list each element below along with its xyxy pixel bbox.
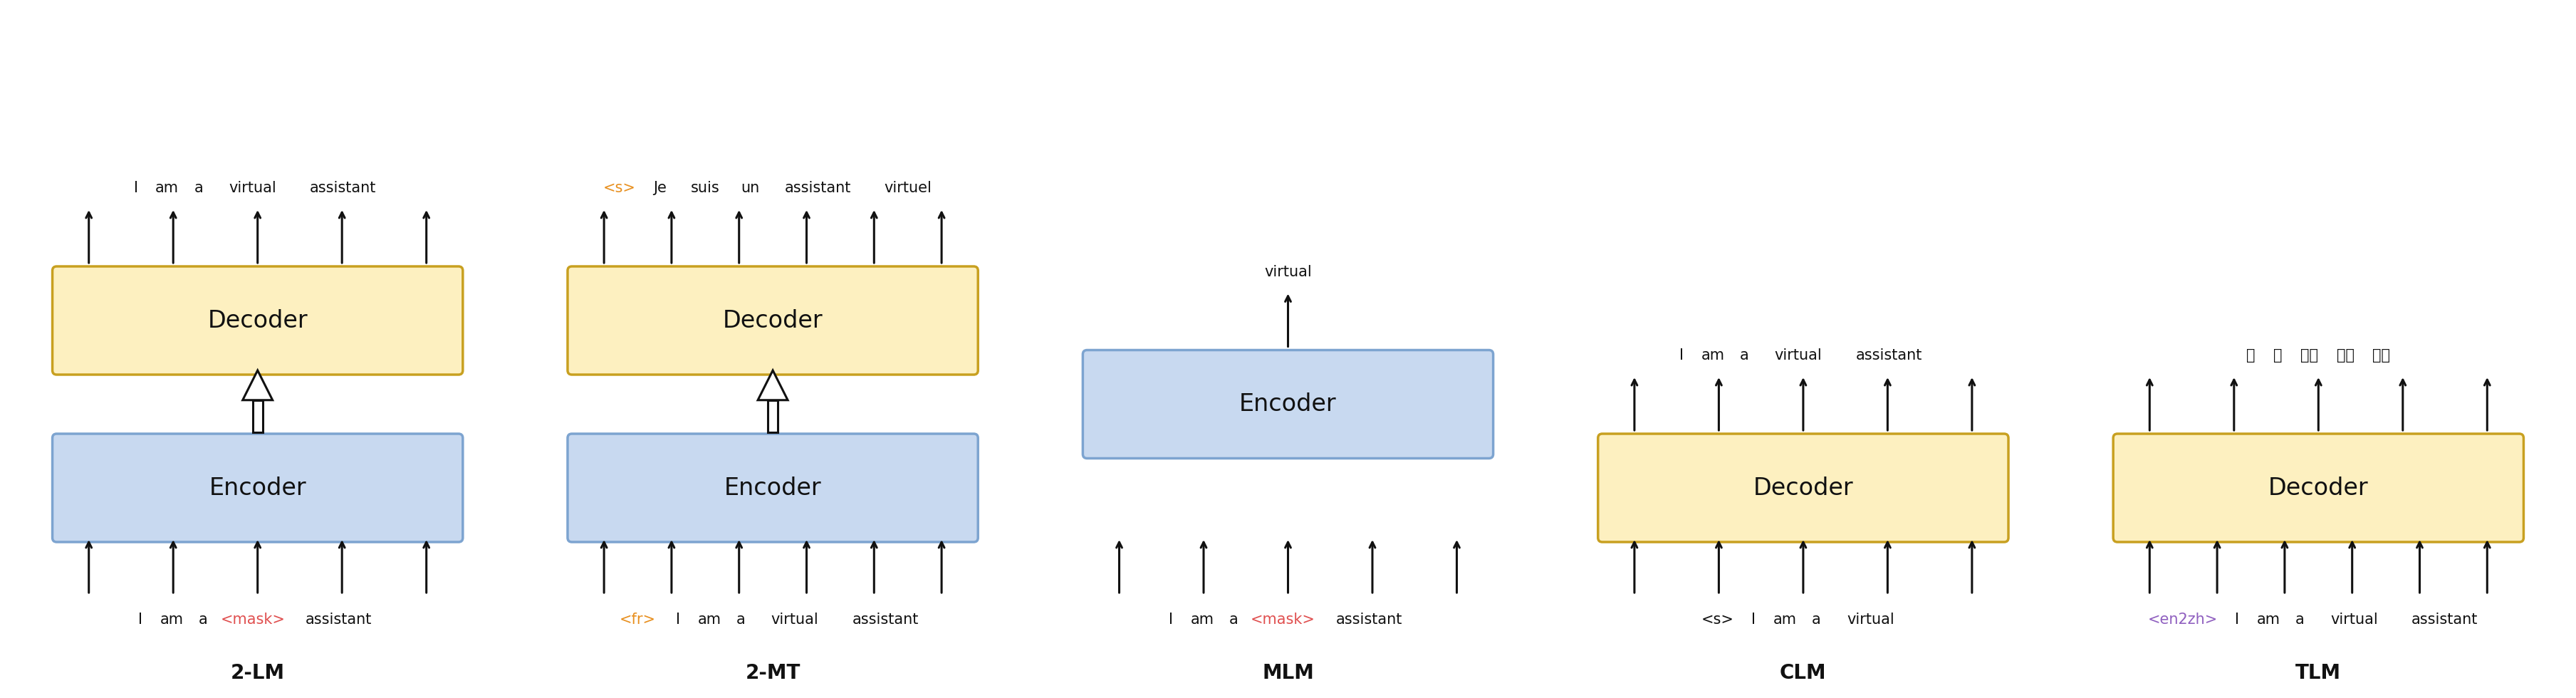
Text: TLM: TLM bbox=[2295, 663, 2342, 683]
FancyBboxPatch shape bbox=[1082, 350, 1494, 459]
Text: Decoder: Decoder bbox=[724, 309, 822, 332]
Polygon shape bbox=[757, 371, 788, 400]
Text: 是: 是 bbox=[2275, 348, 2282, 362]
Text: a: a bbox=[2295, 613, 2306, 627]
Text: I: I bbox=[675, 613, 680, 627]
Text: a: a bbox=[1739, 348, 1749, 362]
Text: I: I bbox=[1170, 613, 1172, 627]
Text: a: a bbox=[1229, 613, 1239, 627]
Text: <en2zh>: <en2zh> bbox=[2148, 613, 2218, 627]
Text: virtual: virtual bbox=[229, 181, 276, 195]
Text: Decoder: Decoder bbox=[209, 309, 307, 332]
Text: assistant: assistant bbox=[309, 181, 376, 195]
Text: am: am bbox=[1190, 613, 1213, 627]
FancyBboxPatch shape bbox=[567, 433, 979, 542]
Text: I: I bbox=[2236, 613, 2239, 627]
Text: a: a bbox=[737, 613, 744, 627]
Text: assistant: assistant bbox=[853, 613, 920, 627]
Text: assistant: assistant bbox=[786, 181, 850, 195]
FancyBboxPatch shape bbox=[567, 267, 979, 375]
Text: assistant: assistant bbox=[1855, 348, 1922, 362]
Text: a: a bbox=[1811, 613, 1821, 627]
Text: Encoder: Encoder bbox=[209, 476, 307, 500]
Text: Je: Je bbox=[654, 181, 667, 195]
Text: 助手: 助手 bbox=[2372, 348, 2391, 362]
Text: I: I bbox=[134, 181, 139, 195]
Text: MLM: MLM bbox=[1262, 663, 1314, 683]
Text: am: am bbox=[155, 181, 178, 195]
Text: Decoder: Decoder bbox=[1754, 476, 1852, 500]
Text: am: am bbox=[160, 613, 183, 627]
Text: am: am bbox=[1700, 348, 1723, 362]
Text: assistant: assistant bbox=[307, 613, 371, 627]
Text: 我: 我 bbox=[2246, 348, 2257, 362]
FancyBboxPatch shape bbox=[768, 400, 778, 432]
Text: Decoder: Decoder bbox=[2269, 476, 2367, 500]
FancyBboxPatch shape bbox=[52, 267, 464, 375]
Text: virtual: virtual bbox=[2331, 613, 2378, 627]
Text: un: un bbox=[739, 181, 760, 195]
Text: virtual: virtual bbox=[1847, 613, 1893, 627]
Text: <s>: <s> bbox=[603, 181, 636, 195]
Text: I: I bbox=[139, 613, 142, 627]
Text: assistant: assistant bbox=[1337, 613, 1401, 627]
Text: 虚拟: 虚拟 bbox=[2336, 348, 2354, 362]
Text: assistant: assistant bbox=[2411, 613, 2478, 627]
Text: I: I bbox=[1680, 348, 1685, 362]
Text: virtuel: virtuel bbox=[884, 181, 933, 195]
Text: <mask>: <mask> bbox=[1252, 613, 1316, 627]
FancyBboxPatch shape bbox=[1597, 433, 2009, 542]
Text: virtual: virtual bbox=[1265, 265, 1311, 279]
FancyBboxPatch shape bbox=[52, 433, 464, 542]
Text: am: am bbox=[2257, 613, 2280, 627]
FancyBboxPatch shape bbox=[2112, 433, 2524, 542]
Text: virtual: virtual bbox=[1775, 348, 1821, 362]
Text: a: a bbox=[198, 613, 209, 627]
Text: 2-MT: 2-MT bbox=[744, 663, 801, 683]
Text: <fr>: <fr> bbox=[618, 613, 657, 627]
Text: Encoder: Encoder bbox=[1239, 392, 1337, 416]
Text: Encoder: Encoder bbox=[724, 476, 822, 500]
FancyBboxPatch shape bbox=[252, 400, 263, 432]
Text: <s>: <s> bbox=[1700, 613, 1734, 627]
Text: I: I bbox=[1752, 613, 1757, 627]
Polygon shape bbox=[242, 371, 273, 400]
Text: 2-LM: 2-LM bbox=[229, 663, 286, 683]
Text: 一个: 一个 bbox=[2300, 348, 2318, 362]
Text: <mask>: <mask> bbox=[222, 613, 286, 627]
Text: CLM: CLM bbox=[1780, 663, 1826, 683]
Text: am: am bbox=[1772, 613, 1798, 627]
Text: am: am bbox=[698, 613, 721, 627]
Text: virtual: virtual bbox=[770, 613, 819, 627]
Text: a: a bbox=[193, 181, 204, 195]
Text: suis: suis bbox=[690, 181, 719, 195]
